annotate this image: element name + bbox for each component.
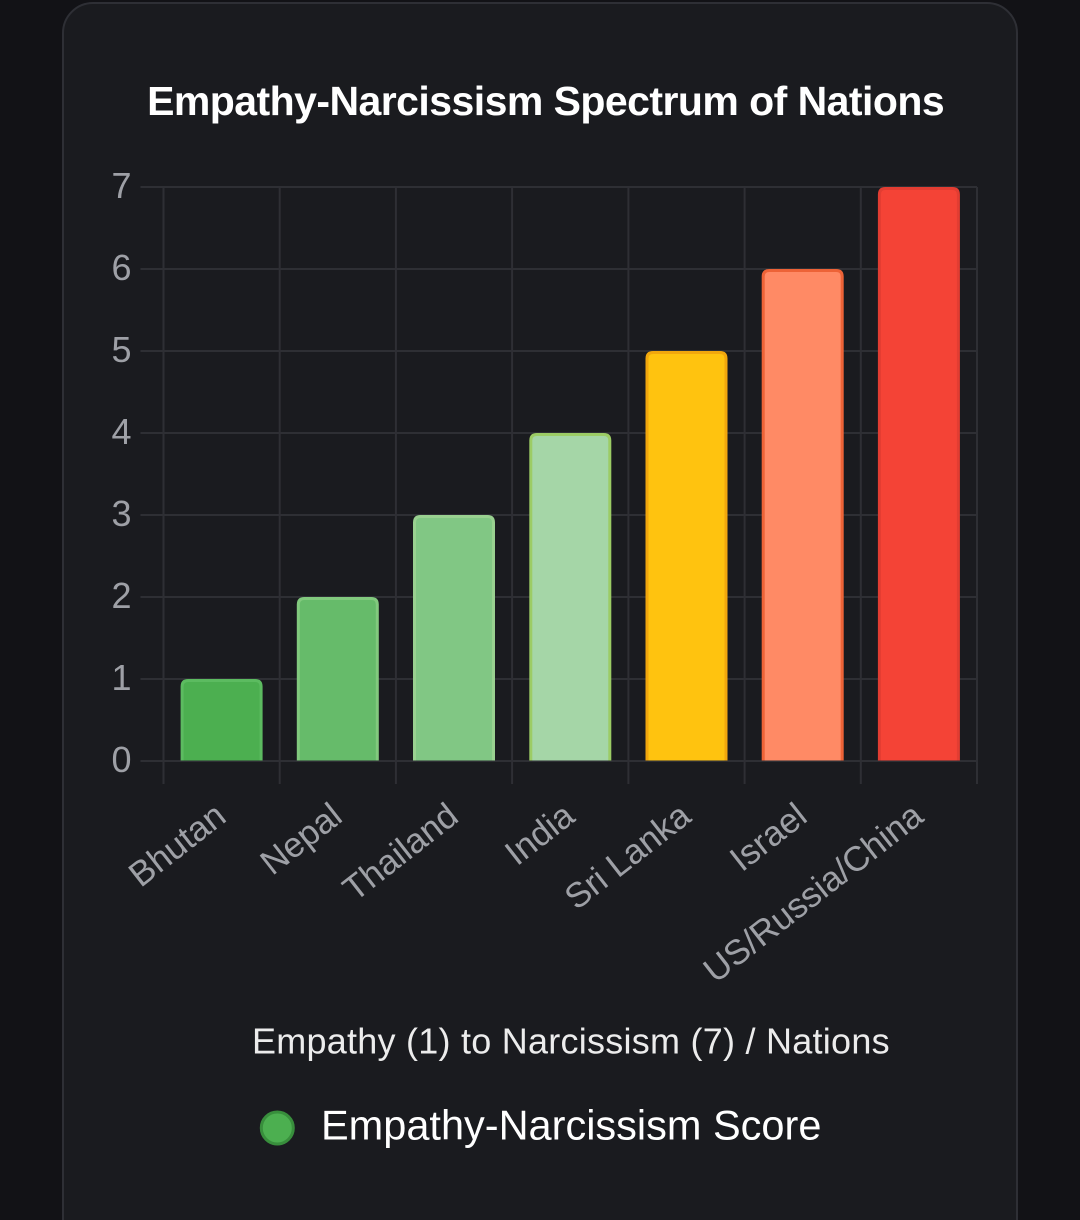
svg-text:5: 5 xyxy=(111,329,131,370)
svg-text:Empathy-Narcissism Score: Empathy-Narcissism Score xyxy=(321,1101,821,1148)
svg-text:3: 3 xyxy=(111,493,131,534)
svg-text:6: 6 xyxy=(111,247,131,288)
svg-text:7: 7 xyxy=(111,165,131,206)
svg-text:4: 4 xyxy=(111,411,131,452)
svg-text:Empathy-Narcissism Spectrum of: Empathy-Narcissism Spectrum of Nations xyxy=(147,78,944,124)
svg-text:2: 2 xyxy=(111,575,131,616)
svg-text:0: 0 xyxy=(111,739,131,780)
svg-text:Empathy (1) to Narcissism (7): Empathy (1) to Narcissism (7) / Nations xyxy=(252,1021,890,1062)
svg-text:1: 1 xyxy=(111,657,131,698)
